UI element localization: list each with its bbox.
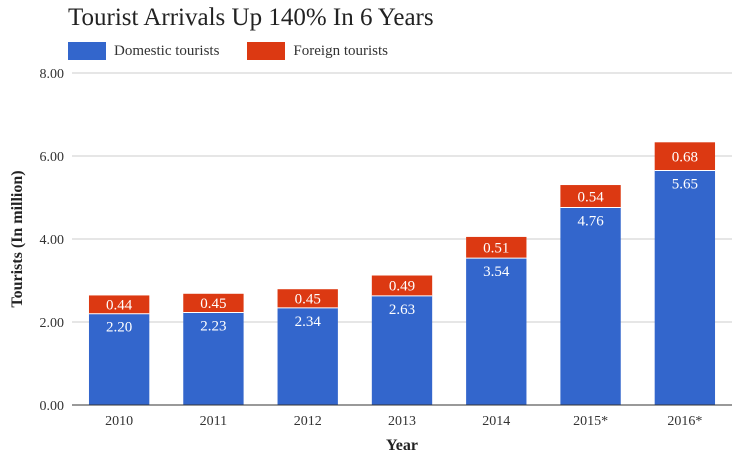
bar-foreign[interactable] [466,236,527,259]
legend-swatch-domestic [68,42,106,60]
bar-foreign[interactable] [371,275,433,296]
data-label-domestic: 3.54 [483,264,510,280]
bar-domestic[interactable] [183,312,244,405]
x-tick-label: 2015* [573,414,608,429]
legend-item-foreign[interactable]: Foreign tourists [247,42,388,60]
y-tick-label: 0.00 [40,399,65,414]
x-axis-ticks: 2010 2011 2012 2013 2014 2015* 2016* [105,414,702,429]
data-label-foreign: 0.68 [672,149,698,165]
bar-domestic[interactable] [654,170,716,405]
bar-foreign[interactable] [88,295,150,314]
x-tick-label: 2016* [667,414,702,429]
chart-legend: Domestic tourists Foreign tourists [68,42,416,60]
x-tick-label: 2014 [482,414,510,429]
bar-foreign[interactable] [277,289,338,308]
y-tick-label: 4.00 [40,233,65,248]
bar-domestic[interactable] [88,313,150,405]
x-tick-label: 2010 [105,414,133,429]
legend-label-foreign: Foreign tourists [293,42,389,59]
x-axis-title: Year [386,437,418,454]
chart-title: Tourist Arrivals Up 140% In 6 Years [68,4,434,31]
legend-label-domestic: Domestic tourists [114,42,220,59]
bars: 2.20 0.44 2.23 0.45 2.34 0.45 2.63 0.49 3.54 0.51… [88,142,716,405]
data-label-foreign: 0.44 [106,298,133,314]
data-label-foreign: 0.45 [295,292,321,308]
y-tick-label: 2.00 [40,316,65,331]
bar-domestic[interactable] [466,258,527,405]
bar-domestic[interactable] [371,295,433,405]
y-tick-label: 8.00 [40,67,65,82]
bar-domestic[interactable] [560,207,621,405]
x-tick-label: 2011 [200,414,227,429]
x-tick-label: 2012 [294,414,322,429]
bar-foreign[interactable] [183,293,244,313]
data-label-domestic: 2.23 [200,318,226,334]
x-tick-label: 2013 [388,414,416,429]
data-label-domestic: 2.63 [389,302,415,318]
data-label-domestic: 4.76 [577,213,604,229]
y-tick-label: 6.00 [40,150,65,165]
data-label-foreign: 0.54 [577,189,604,205]
data-label-foreign: 0.45 [200,296,226,312]
bar-domestic[interactable] [277,307,338,405]
data-label-domestic: 2.34 [295,314,322,330]
data-label-foreign: 0.49 [389,279,415,295]
data-label-domestic: 5.65 [672,177,698,193]
data-label-foreign: 0.51 [483,241,509,257]
legend-item-domestic[interactable]: Domestic tourists [68,42,219,60]
y-axis-title: Tourists (In million) [9,170,26,307]
y-axis-ticks: 0.00 2.00 4.00 6.00 8.00 [40,67,65,414]
legend-swatch-foreign [247,42,286,60]
bar-foreign[interactable] [560,185,621,208]
bar-foreign[interactable] [654,142,716,171]
data-label-domestic: 2.20 [106,320,132,336]
